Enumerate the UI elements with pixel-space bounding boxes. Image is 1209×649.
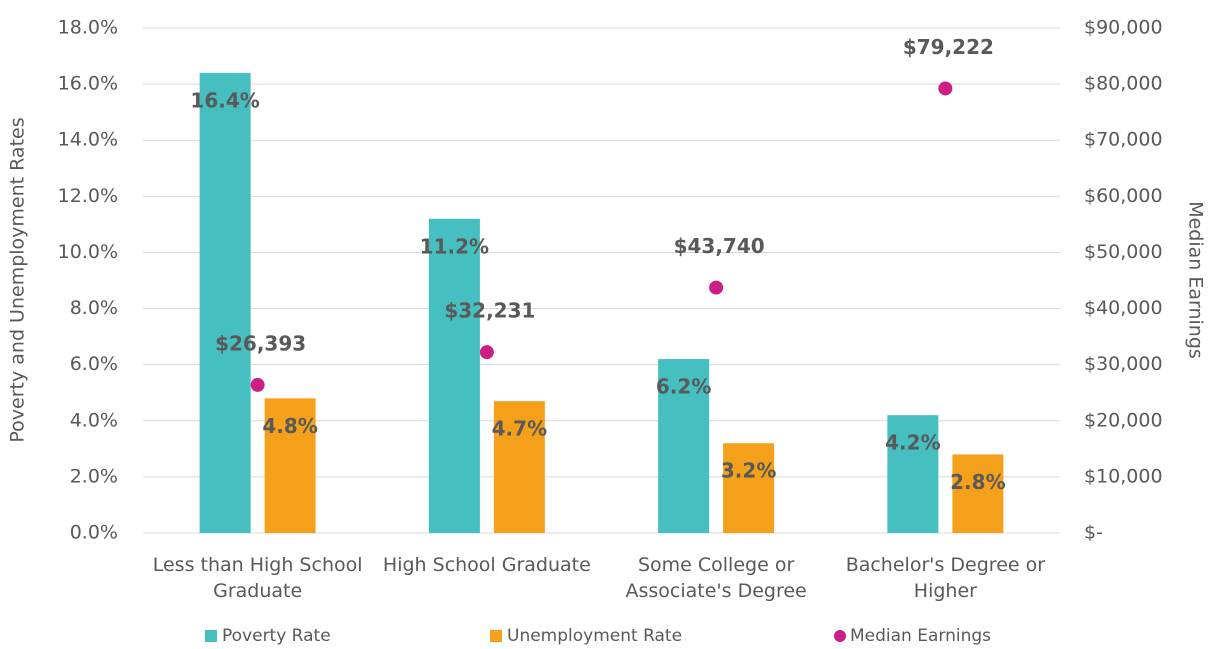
point bbox=[709, 280, 724, 295]
bar bbox=[428, 218, 480, 533]
legend-label: Unemployment Rate bbox=[507, 626, 682, 646]
y2-tick-label: $- bbox=[1084, 522, 1103, 544]
y-tick-label: 16.0% bbox=[58, 73, 118, 95]
data-label: 2.8% bbox=[950, 470, 1005, 494]
data-label: 16.4% bbox=[190, 88, 259, 112]
y-tick-label: 6.0% bbox=[70, 353, 118, 375]
x-tick-label: High School Graduate bbox=[382, 554, 591, 576]
y2-tick-label: $70,000 bbox=[1084, 129, 1163, 151]
data-label: $32,231 bbox=[444, 299, 535, 323]
x-tick-label: Less than High School Graduate bbox=[152, 554, 363, 602]
point bbox=[250, 377, 265, 392]
data-label: 6.2% bbox=[656, 375, 711, 399]
y2-tick-label: $40,000 bbox=[1084, 297, 1163, 319]
bar bbox=[493, 401, 545, 533]
legend-label: Median Earnings bbox=[850, 626, 991, 646]
x-tick-label: Bachelor's Degree or Higher bbox=[845, 554, 1046, 602]
data-label: 3.2% bbox=[721, 459, 776, 483]
bar bbox=[199, 72, 251, 533]
point bbox=[479, 345, 494, 360]
y2-tick-label: $30,000 bbox=[1084, 353, 1163, 375]
data-label: 11.2% bbox=[420, 234, 489, 258]
y-tick-label: 10.0% bbox=[58, 241, 118, 263]
y2-tick-label: $80,000 bbox=[1084, 73, 1163, 95]
legend-marker bbox=[205, 630, 217, 642]
y2-axis-title: Median Earnings bbox=[1185, 201, 1207, 359]
data-label: $79,222 bbox=[903, 35, 994, 59]
y2-tick-label: $10,000 bbox=[1084, 465, 1163, 487]
data-label: $26,393 bbox=[215, 331, 306, 355]
bar bbox=[723, 443, 775, 533]
point bbox=[938, 81, 953, 96]
y-tick-label: 4.0% bbox=[70, 409, 118, 431]
bar bbox=[658, 359, 710, 533]
y2-tick-label: $90,000 bbox=[1084, 17, 1163, 39]
bar bbox=[952, 454, 1004, 533]
y2-tick-label: $50,000 bbox=[1084, 241, 1163, 263]
data-label: $43,740 bbox=[674, 234, 765, 258]
legend-label: Poverty Rate bbox=[222, 626, 331, 646]
legend-marker bbox=[490, 630, 502, 642]
y-tick-label: 8.0% bbox=[70, 297, 118, 319]
y-tick-label: 0.0% bbox=[70, 522, 118, 544]
data-label: 4.7% bbox=[492, 417, 547, 441]
y2-tick-label: $20,000 bbox=[1084, 409, 1163, 431]
x-tick-label: Some College or Associate's Degree bbox=[625, 554, 807, 602]
y-tick-label: 12.0% bbox=[58, 185, 118, 207]
legend-marker bbox=[834, 630, 846, 642]
y-axis-title: Poverty and Unemployment Rates bbox=[7, 117, 29, 442]
data-label: 4.8% bbox=[262, 414, 317, 438]
y-tick-label: 18.0% bbox=[58, 17, 118, 39]
y-tick-label: 2.0% bbox=[70, 465, 118, 487]
bar bbox=[264, 398, 316, 533]
bar bbox=[887, 415, 939, 533]
data-label: 4.2% bbox=[885, 431, 940, 455]
y2-tick-label: $60,000 bbox=[1084, 185, 1163, 207]
y-tick-label: 14.0% bbox=[58, 129, 118, 151]
